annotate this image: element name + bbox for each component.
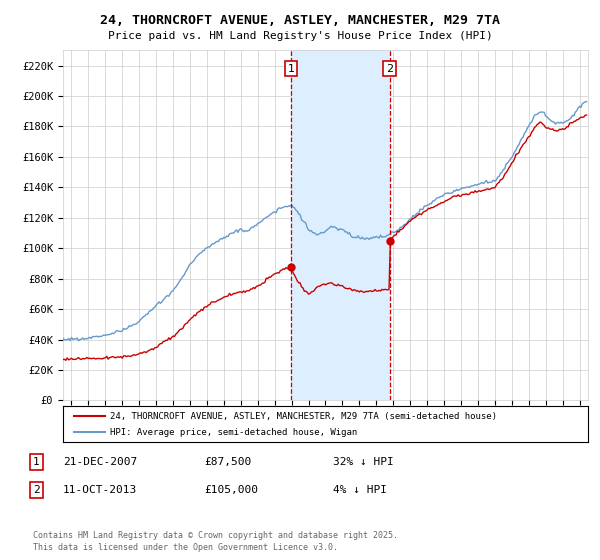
Text: 1: 1 bbox=[287, 64, 295, 74]
Text: Contains HM Land Registry data © Crown copyright and database right 2025.
This d: Contains HM Land Registry data © Crown c… bbox=[33, 531, 398, 552]
Text: 24, THORNCROFT AVENUE, ASTLEY, MANCHESTER, M29 7TA: 24, THORNCROFT AVENUE, ASTLEY, MANCHESTE… bbox=[100, 14, 500, 27]
Text: 2: 2 bbox=[386, 64, 393, 74]
Text: 11-OCT-2013: 11-OCT-2013 bbox=[63, 485, 137, 495]
Text: 21-DEC-2007: 21-DEC-2007 bbox=[63, 457, 137, 467]
Text: £87,500: £87,500 bbox=[204, 457, 251, 467]
Text: 32% ↓ HPI: 32% ↓ HPI bbox=[333, 457, 394, 467]
Text: 1: 1 bbox=[33, 457, 40, 467]
Text: 2: 2 bbox=[33, 485, 40, 495]
Bar bbox=[291, 50, 389, 400]
Text: 24, THORNCROFT AVENUE, ASTLEY, MANCHESTER, M29 7TA (semi-detached house): 24, THORNCROFT AVENUE, ASTLEY, MANCHESTE… bbox=[110, 412, 497, 422]
Text: HPI: Average price, semi-detached house, Wigan: HPI: Average price, semi-detached house,… bbox=[110, 428, 358, 437]
Text: 4% ↓ HPI: 4% ↓ HPI bbox=[333, 485, 387, 495]
Text: £105,000: £105,000 bbox=[204, 485, 258, 495]
Text: Price paid vs. HM Land Registry's House Price Index (HPI): Price paid vs. HM Land Registry's House … bbox=[107, 31, 493, 41]
